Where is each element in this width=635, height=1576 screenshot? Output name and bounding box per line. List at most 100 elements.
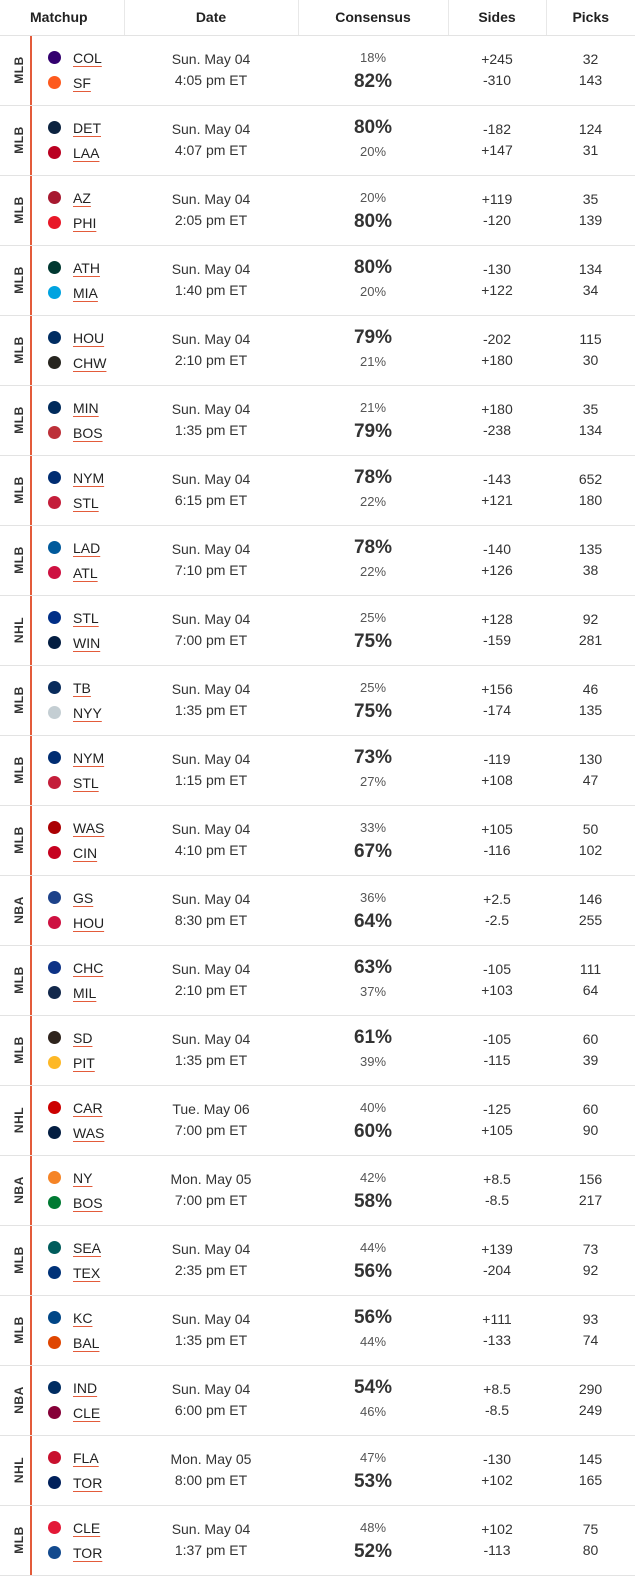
table-row[interactable]: NHL FLA TOR Mon. May 05 8:00 pm ET [0,1435,635,1505]
picks-cell: 60 39 [546,1015,635,1085]
league-label: MLB [12,686,26,714]
home-team: WAS [48,1124,104,1141]
home-team-link[interactable]: TEX [73,1264,101,1281]
home-picks: 92 [582,1262,599,1278]
league-badge: MLB [8,35,32,105]
away-team-link[interactable]: IND [73,1379,98,1396]
matchup-cell: MLB CLE TOR [0,1505,124,1575]
table-row[interactable]: MLB ATH MIA Sun. May 04 1:40 pm ET [0,245,635,315]
table-row[interactable]: MLB NYM STL Sun. May 04 1:15 pm ET [0,735,635,805]
home-team-link[interactable]: CIN [73,844,98,861]
table-row[interactable]: NHL CAR WAS Tue. May 06 7:00 pm ET [0,1085,635,1155]
away-picks: 115 [579,331,602,347]
matchup-cell: MLB ATH MIA [0,245,124,315]
away-team-link[interactable]: AZ [73,189,91,206]
home-picks: 135 [578,702,603,718]
table-row[interactable]: MLB MIN BOS Sun. May 04 1:35 pm ET [0,385,635,455]
home-team-link[interactable]: ATL [73,564,98,581]
table-row[interactable]: NBA GS HOU Sun. May 04 8:30 pm ET [0,875,635,945]
game-time: 7:00 pm ET [174,1192,248,1208]
away-team-link[interactable]: STL [73,609,99,626]
table-row[interactable]: MLB TB NYY Sun. May 04 1:35 pm ET [0,665,635,735]
away-team-link[interactable]: NYM [73,469,105,486]
header-consensus[interactable]: Consensus [297,0,448,36]
away-team-link[interactable]: HOU [73,329,105,346]
away-team-link[interactable]: LAD [73,539,101,556]
table-row[interactable]: MLB CHC MIL Sun. May 04 2:10 pm ET [0,945,635,1015]
consensus-cell: 21% 79% [298,385,448,455]
header-picks[interactable]: Picks [545,0,635,36]
away-team-link[interactable]: ATH [73,259,100,276]
home-team-link[interactable]: STL [73,494,99,511]
table-row[interactable]: NBA NY BOS Mon. May 05 7:00 pm ET [0,1155,635,1225]
home-team-link[interactable]: CHW [73,354,107,371]
table-row[interactable]: MLB SEA TEX Sun. May 04 2:35 pm ET [0,1225,635,1295]
home-consensus: 22% [359,494,387,509]
home-team-link[interactable]: TOR [73,1544,103,1561]
home-consensus: 27% [359,774,387,789]
home-team-link[interactable]: STL [73,774,99,791]
away-side: -105 [482,1031,512,1047]
away-picks: 93 [582,1311,599,1327]
away-team-link[interactable]: SD [73,1029,93,1046]
away-team-link[interactable]: CHC [73,959,104,976]
home-consensus: 37% [359,984,387,999]
home-team-link[interactable]: MIA [73,284,98,301]
home-team-link[interactable]: CLE [73,1404,101,1421]
home-team-link[interactable]: WIN [73,634,101,651]
table-row[interactable]: MLB SD PIT Sun. May 04 1:35 pm ET [0,1015,635,1085]
home-team-link[interactable]: BOS [73,1194,103,1211]
away-team-link[interactable]: CAR [73,1099,103,1116]
home-team-link[interactable]: BOS [73,424,103,441]
sides-cell: +111 -133 [448,1295,546,1365]
away-team-link[interactable]: WAS [73,819,105,836]
home-team-link[interactable]: SF [73,74,91,91]
home-side: -310 [482,72,512,88]
away-team: NYM [48,469,104,486]
table-row[interactable]: MLB KC BAL Sun. May 04 1:35 pm ET [0,1295,635,1365]
home-picks: 180 [578,492,603,508]
home-team-link[interactable]: PIT [73,1054,95,1071]
table-row[interactable]: MLB NYM STL Sun. May 04 6:15 pm ET [0,455,635,525]
away-team-link[interactable]: DET [73,119,101,136]
away-team-link[interactable]: GS [73,889,94,906]
home-team-link[interactable]: TOR [73,1474,103,1491]
away-team-link[interactable]: KC [73,1309,93,1326]
table-row[interactable]: MLB AZ PHI Sun. May 04 2:05 pm ET [0,175,635,245]
away-team-link[interactable]: FLA [73,1449,99,1466]
away-team-link[interactable]: NY [73,1169,93,1186]
date-cell: Sun. May 04 7:00 pm ET [124,595,298,665]
knicks-logo-icon [48,1171,61,1184]
table-row[interactable]: MLB DET LAA Sun. May 04 4:07 pm ET [0,105,635,175]
table-row[interactable]: NBA IND CLE Sun. May 04 6:00 pm ET [0,1365,635,1435]
away-team-link[interactable]: NYM [73,749,105,766]
away-team-link[interactable]: CLE [73,1519,101,1536]
game-time: 2:10 pm ET [174,352,248,368]
home-team-link[interactable]: WAS [73,1124,105,1141]
table-row[interactable]: MLB CLE TOR Sun. May 04 1:37 pm ET [0,1505,635,1575]
home-team-link[interactable]: PHI [73,214,97,231]
home-team-link[interactable]: BAL [73,1334,100,1351]
away-team-link[interactable]: SEA [73,1239,102,1256]
table-row[interactable]: MLB COL SF Sun. May 04 4:05 pm ET [0,35,635,105]
header-date[interactable]: Date [123,0,298,36]
away-team-link[interactable]: TB [73,679,91,696]
away-team-link[interactable]: COL [73,49,102,66]
away-picks: 75 [582,1521,599,1537]
home-team-link[interactable]: NYY [73,704,102,721]
teams: DET LAA [48,119,101,161]
home-team-link[interactable]: MIL [73,984,97,1001]
away-team: DET [48,119,101,136]
table-row[interactable]: MLB LAD ATL Sun. May 04 7:10 pm ET [0,525,635,595]
table-row[interactable]: MLB WAS CIN Sun. May 04 4:10 pm ET [0,805,635,875]
home-team-link[interactable]: LAA [73,144,100,161]
away-side: -140 [482,541,512,557]
header-sides[interactable]: Sides [447,0,546,36]
away-consensus: 36% [359,890,387,905]
dodgers-logo-icon [48,541,61,554]
home-team-link[interactable]: HOU [73,914,105,931]
table-row[interactable]: NHL STL WIN Sun. May 04 7:00 pm ET [0,595,635,665]
away-team-link[interactable]: MIN [73,399,99,416]
header-matchup[interactable]: Matchup [0,0,124,36]
table-row[interactable]: MLB HOU CHW Sun. May 04 2:10 pm ET [0,315,635,385]
